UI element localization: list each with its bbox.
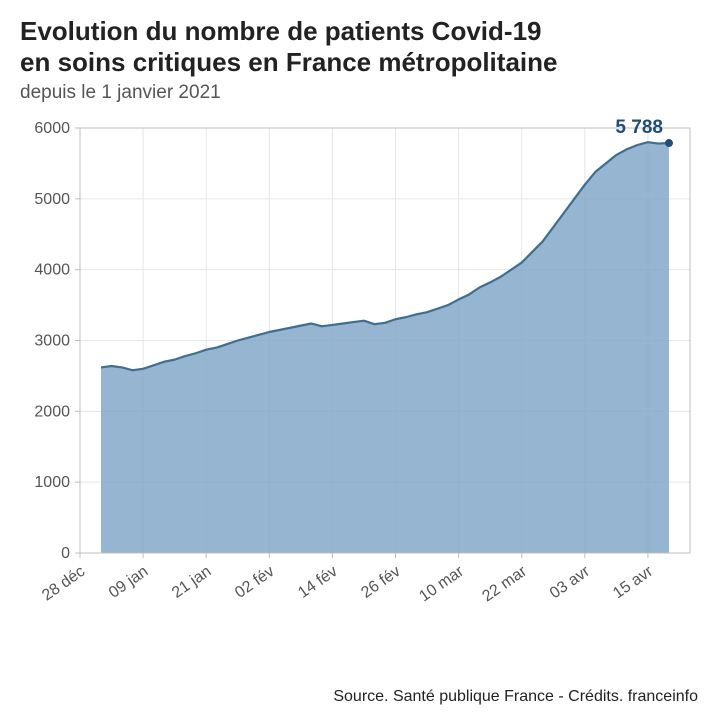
- svg-text:21 jan: 21 jan: [169, 563, 214, 602]
- chart-title-line2: en soins critiques en France métropolita…: [20, 47, 557, 77]
- svg-text:0: 0: [61, 545, 70, 562]
- svg-text:22 mar: 22 mar: [479, 562, 530, 605]
- svg-text:5000: 5000: [34, 191, 70, 208]
- svg-text:5 788: 5 788: [615, 117, 663, 138]
- svg-text:02 fév: 02 fév: [232, 563, 277, 602]
- svg-text:6000: 6000: [34, 120, 70, 137]
- svg-text:4000: 4000: [34, 262, 70, 279]
- svg-text:15 avr: 15 avr: [610, 562, 657, 602]
- chart-area: 0 1000 2000 3000 4000 5000 6000 28 déc 09 jan 21 …: [0, 108, 720, 638]
- chart-subtitle: depuis le 1 janvier 2021: [20, 82, 221, 104]
- svg-text:1000: 1000: [34, 474, 70, 491]
- svg-text:3000: 3000: [34, 333, 70, 350]
- area-chart-svg: 0 1000 2000 3000 4000 5000 6000 28 déc 09 jan 21 …: [0, 108, 720, 638]
- chart-source: Source. Santé publique France - Crédits.…: [333, 688, 698, 706]
- svg-text:2000: 2000: [34, 403, 70, 420]
- chart-title: Evolution du nombre de patients Covid-19…: [20, 16, 557, 78]
- chart-title-line1: Evolution du nombre de patients Covid-19: [20, 16, 542, 46]
- svg-text:14 fév: 14 fév: [295, 563, 340, 602]
- svg-text:28 déc: 28 déc: [39, 563, 88, 604]
- svg-text:03 avr: 03 avr: [547, 562, 594, 602]
- svg-text:10 mar: 10 mar: [416, 562, 467, 605]
- svg-text:09 jan: 09 jan: [106, 563, 151, 602]
- svg-text:26 fév: 26 fév: [358, 563, 403, 602]
